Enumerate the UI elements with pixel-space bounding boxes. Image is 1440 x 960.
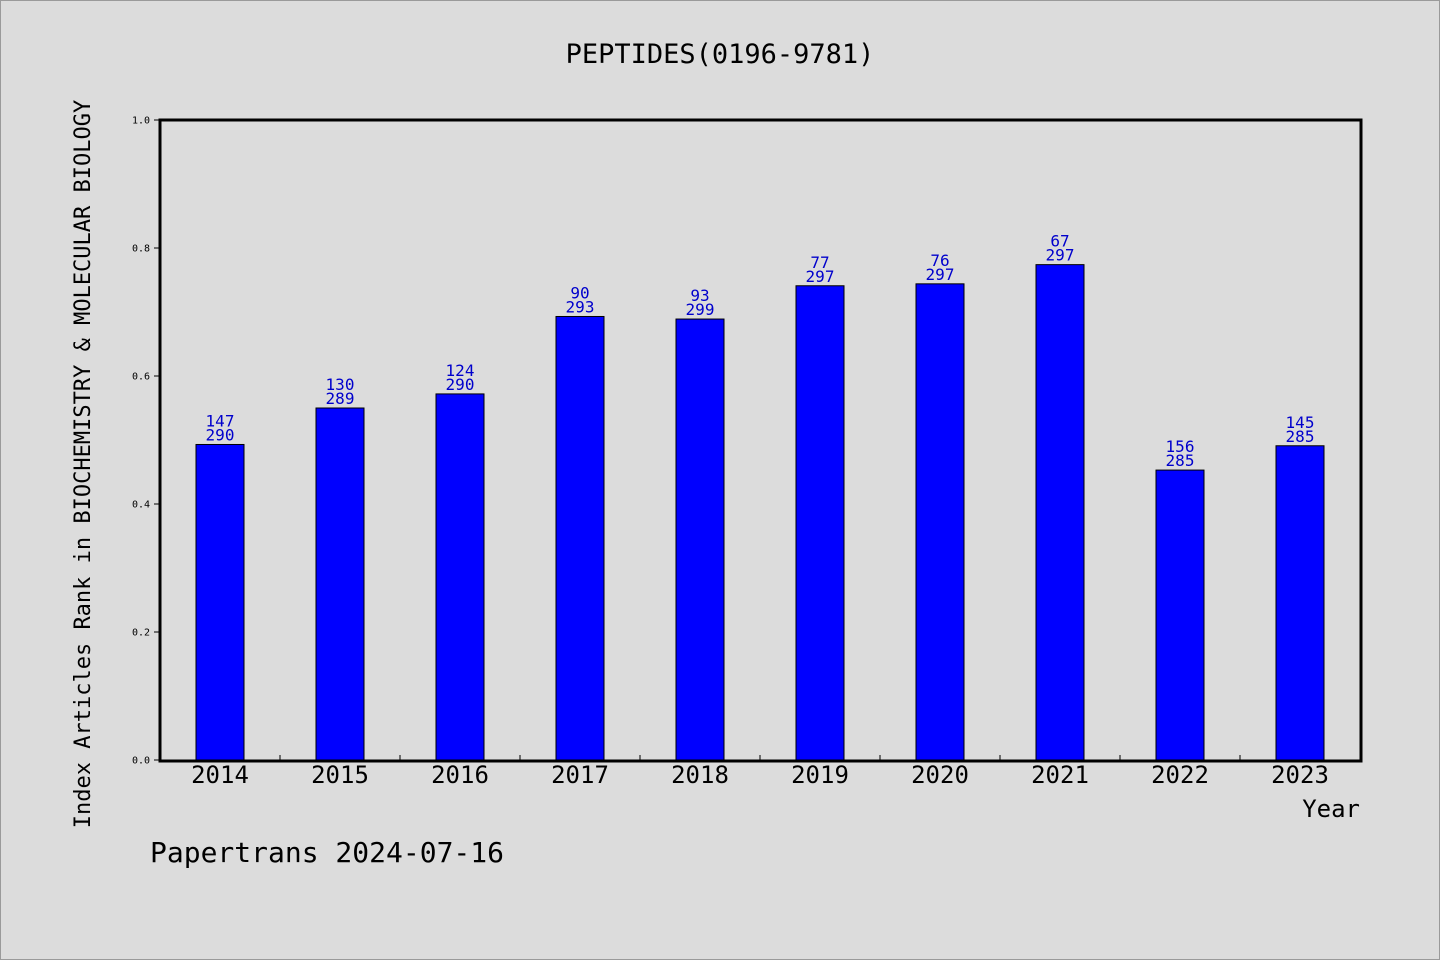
x-tick-label-2014: 2014 xyxy=(191,761,249,789)
bar-2019 xyxy=(795,285,845,761)
total-label-2018: 299 xyxy=(686,300,715,319)
x-tick-label-2017: 2017 xyxy=(551,761,609,789)
x-tick-label-2021: 2021 xyxy=(1031,761,1089,789)
bar-2015 xyxy=(315,407,365,761)
rank-label-2015: 130 xyxy=(326,375,355,394)
rank-label-2022: 156 xyxy=(1166,437,1195,456)
rank-label-2021: 67 xyxy=(1050,232,1069,251)
bar-2017 xyxy=(555,315,605,761)
bar-2022 xyxy=(1155,469,1205,761)
y-axis-label: Index Articles Rank in BIOCHEMISTRY & MO… xyxy=(71,100,96,828)
x-tick-label-2016: 2016 xyxy=(431,761,489,789)
x-tick-label-2022: 2022 xyxy=(1151,761,1209,789)
y-axis: 0.0 0.2 0.4 0.6 0.8 1.0 xyxy=(132,116,160,767)
bars-layer xyxy=(195,264,1325,761)
total-label-2017: 293 xyxy=(566,297,595,316)
x-axis-label: Year xyxy=(1302,795,1360,823)
total-label-2021: 297 xyxy=(1046,246,1075,265)
y-tick-label-3: 0.6 xyxy=(132,372,150,383)
total-label-2015: 289 xyxy=(326,389,355,408)
bar-2023 xyxy=(1275,445,1325,761)
x-tick-label-2020: 2020 xyxy=(911,761,969,789)
rank-label-2016: 124 xyxy=(446,361,475,380)
total-label-2020: 297 xyxy=(926,265,955,284)
total-label-2023: 285 xyxy=(1286,427,1315,446)
total-label-2014: 290 xyxy=(206,425,235,444)
total-label-2016: 290 xyxy=(446,375,475,394)
y-tick-label-2: 0.4 xyxy=(132,500,150,511)
rank-label-2014: 147 xyxy=(206,411,235,430)
rank-label-2017: 90 xyxy=(570,283,589,302)
chart-title: PEPTIDES(0196-9781) xyxy=(566,39,875,70)
footer-credit: Papertrans 2024-07-16 xyxy=(150,836,504,869)
x-tick-label-2018: 2018 xyxy=(671,761,729,789)
bar-2021 xyxy=(1035,264,1085,761)
rank-label-2018: 93 xyxy=(690,286,709,305)
y-tick-label-1: 0.2 xyxy=(132,628,150,639)
y-tick-label-5: 1.0 xyxy=(132,116,150,127)
rank-label-2020: 76 xyxy=(930,251,949,270)
bar-2016 xyxy=(435,393,485,761)
total-label-2022: 285 xyxy=(1166,451,1195,470)
bar-2014 xyxy=(195,443,245,761)
x-tick-label-2023: 2023 xyxy=(1271,761,1329,789)
rank-label-2019: 77 xyxy=(810,253,829,272)
data-labels-layer: 1472901302891242909029393299772977629767… xyxy=(206,232,1315,470)
x-tick-label-2019: 2019 xyxy=(791,761,849,789)
bar-2020 xyxy=(915,283,965,761)
plot-area-border xyxy=(158,118,1363,763)
bar-2018 xyxy=(675,318,725,761)
rank-label-2023: 145 xyxy=(1286,413,1315,432)
y-tick-label-0: 0.0 xyxy=(132,756,150,767)
y-tick-label-4: 0.8 xyxy=(132,244,150,255)
total-label-2019: 297 xyxy=(806,267,835,286)
x-tick-label-2015: 2015 xyxy=(311,761,369,789)
x-axis: 2014 2015 2016 2017 2018 2019 2020 2021 2022 2023 xyxy=(191,755,1329,789)
